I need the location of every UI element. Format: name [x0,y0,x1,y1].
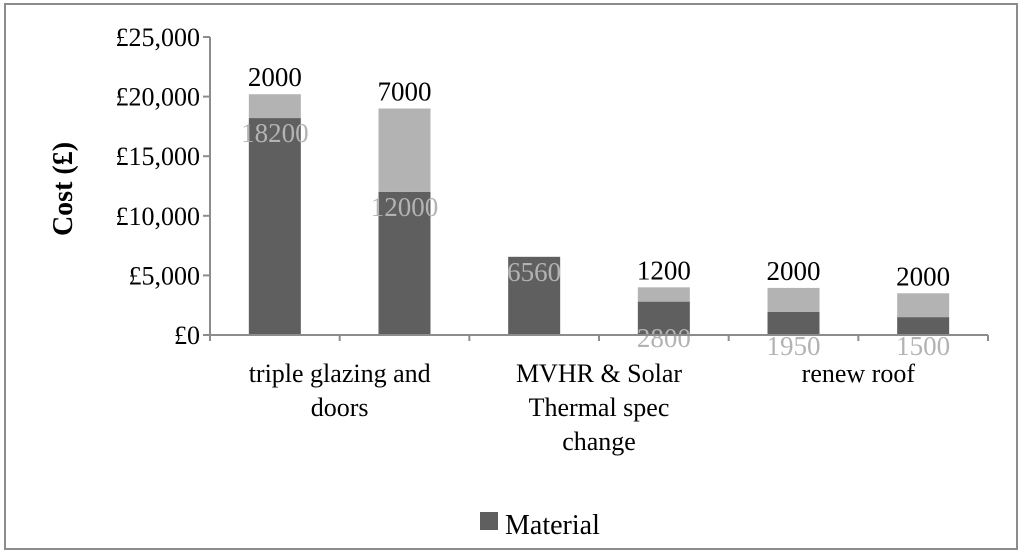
data-label-material: 6560 [507,257,561,287]
x-category-label: MVHR & Solar [516,359,682,388]
bar-segment-material [508,256,561,335]
bar-segment-material [767,311,820,335]
y-tick-label: £15,000 [116,142,201,171]
bars [248,94,950,335]
bar-segment-upper [248,94,301,119]
y-tick-label: £10,000 [116,202,201,231]
bar-segment-material [378,191,431,335]
x-category-label: renew roof [802,359,916,388]
x-category-label: triple glazing and [249,359,431,388]
bar-segment-upper [378,108,431,192]
x-category-label: change [562,427,636,456]
bar-segment-material [897,317,950,335]
data-label-upper: 2000 [896,261,950,291]
data-label-upper: 1200 [637,255,691,285]
x-axis-categories: triple glazing and doors MVHR & Solar Therm… [249,359,916,456]
bar-segment-upper [767,287,820,312]
bar-segment-upper [637,287,690,302]
bar-segment-material [637,301,690,335]
data-label-upper: 7000 [378,77,432,107]
bar-segment-material [248,118,301,335]
data-label-material: 12000 [371,192,439,222]
y-tick-label: £0 [174,321,200,350]
y-tick-label: £5,000 [129,261,201,290]
y-tick-label: £25,000 [116,23,201,52]
data-label-material: 18200 [241,118,309,148]
legend: Material [480,510,600,541]
x-category-label: doors [311,393,369,422]
data-labels: 1820020001200070006560280012001950200015… [241,62,950,361]
data-label-material: 2800 [637,323,691,353]
y-tick-label: £20,000 [116,83,201,112]
data-label-upper: 2000 [248,62,302,92]
legend-label-material: Material [505,510,600,541]
y-axis-ticks: £0 £5,000 £10,000 £15,000 £20,000 £25,000 [116,23,989,350]
bar-segment-upper [897,293,950,318]
data-label-upper: 2000 [767,256,821,286]
x-category-label: Thermal spec [529,393,670,422]
y-axis-label: Cost (£) [48,142,79,236]
legend-swatch-material [480,512,498,530]
